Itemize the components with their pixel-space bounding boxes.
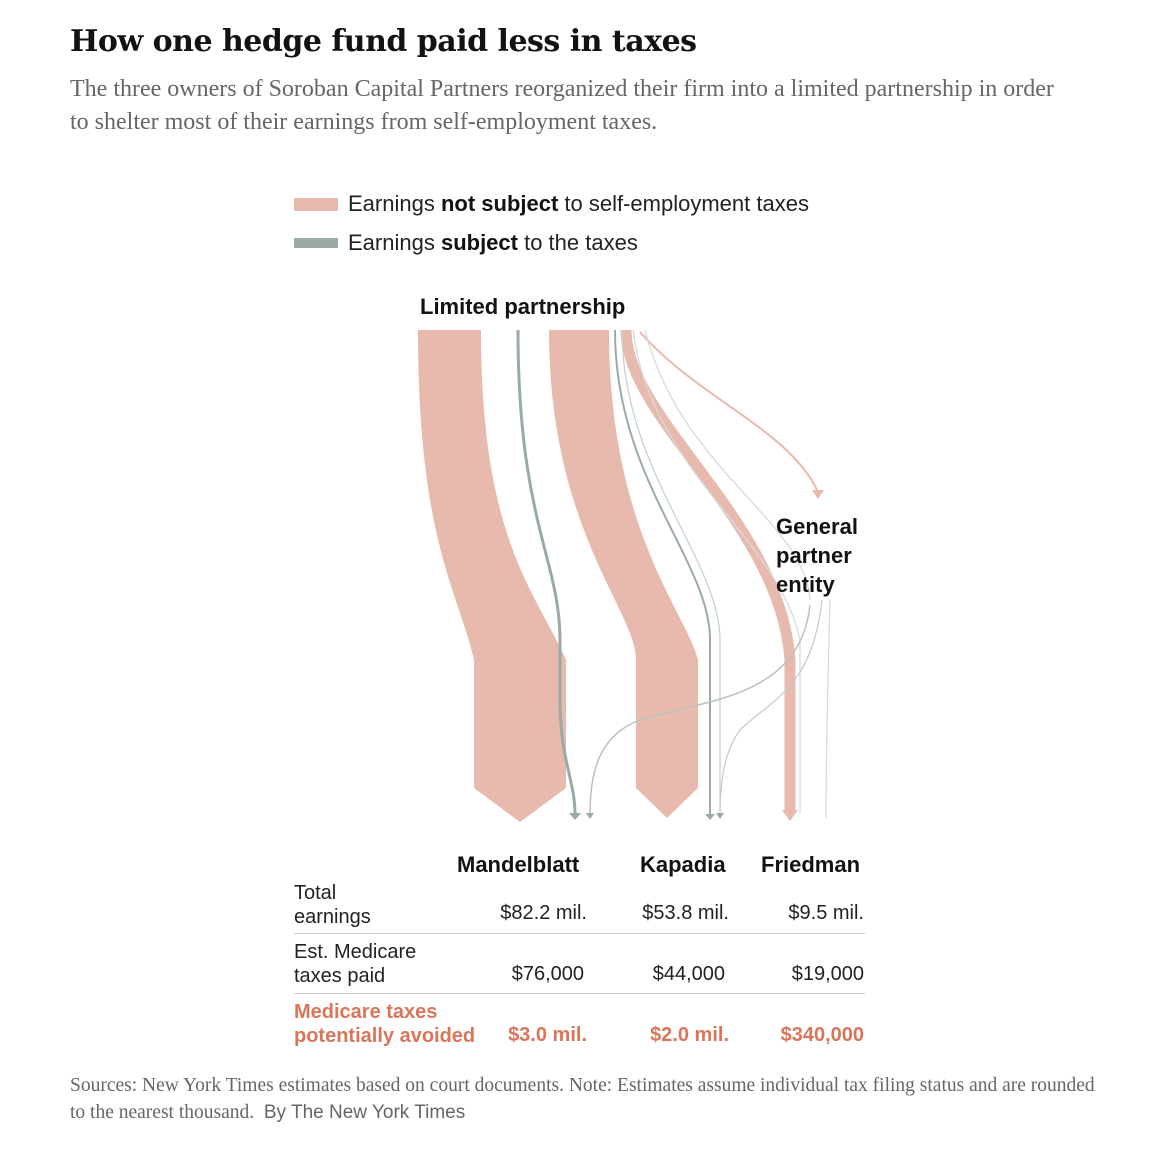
cell-friedman-total: $9.5 mil. [788, 902, 864, 924]
cell-kapadia-paid: $44,000 [652, 963, 725, 985]
cell-friedman-avoided: $340,000 [780, 1024, 864, 1046]
legend-subject: Earnings subject to the taxes [294, 230, 638, 256]
gp-to-kapadia-line [719, 599, 823, 815]
gp-entity-label-line: General [776, 514, 858, 539]
row-label-total-earnings: Total earnings [294, 881, 371, 929]
cell-mandelblatt-total: $82.2 mil. [500, 902, 587, 924]
source-text: Sources: New York Times estimates based … [70, 1075, 1095, 1123]
row-label-line: Total [294, 882, 337, 904]
row-label-line: Medicare taxes [294, 1001, 438, 1023]
gp-to-friedman-line [825, 599, 831, 819]
credit-text: By The New York Times [263, 1102, 466, 1123]
column-header-friedman: Friedman [761, 852, 861, 877]
limited-partnership-label: Limited partnership [420, 294, 626, 319]
source-note: Sources: New York Times estimates based … [70, 1072, 1110, 1126]
chart-subtitle: The three owners of Soroban Capital Part… [70, 76, 1054, 135]
cell-mandelblatt-paid: $76,000 [511, 963, 584, 985]
legend-not-subject: Earnings not subject to self-employment … [294, 191, 809, 217]
cell-kapadia-avoided: $2.0 mil. [650, 1024, 729, 1046]
table-divider [294, 933, 865, 934]
gp-to-kapadia-arrowhead [716, 813, 724, 819]
legend-swatch-not-subject [294, 197, 338, 211]
row-label-line: Est. Medicare [294, 941, 417, 963]
legend-suffix: to the taxes [517, 230, 638, 255]
column-header-kapadia: Kapadia [640, 852, 726, 877]
mandelblatt-exempt-flow [418, 330, 566, 822]
gp-entity-label-line: entity [776, 572, 835, 597]
lp-light-line-3 [644, 329, 811, 601]
friedman-arrowhead [782, 810, 798, 821]
kapadia-taxed-flow [614, 329, 711, 814]
table-divider [294, 993, 865, 994]
row-label-medicare-avoided: Medicare taxes potentially avoided [294, 1000, 475, 1048]
kapadia-taxed-arrowhead [705, 814, 715, 820]
cell-kapadia-total: $53.8 mil. [642, 902, 729, 924]
mandelblatt-taxed-arrowhead [569, 813, 581, 820]
friedman-exempt-flow [620, 329, 796, 814]
gp-entity-label: General partner entity [776, 512, 858, 599]
cell-friedman-paid: $19,000 [791, 963, 864, 985]
legend-prefix: Earnings [348, 191, 441, 216]
mandelblatt-taxed-flow [516, 329, 577, 815]
legend-prefix: Earnings [348, 230, 441, 255]
lp-light-line-2 [632, 329, 801, 814]
kapadia-exempt-flow [549, 330, 698, 818]
chart-title: How one hedge fund paid less in taxes [70, 24, 697, 59]
row-label-line: potentially avoided [294, 1025, 476, 1047]
legend-bold: subject [440, 230, 518, 255]
gp-entity-label-line: partner [776, 543, 852, 568]
legend-suffix: to self-employment taxes [558, 191, 809, 216]
gp-entity-arrowhead [812, 490, 824, 499]
gp-to-mandelblatt-arrowhead [586, 813, 594, 819]
legend-swatch-subject [294, 238, 338, 248]
gp-entity-flow [639, 331, 819, 493]
legend-bold: not subject [440, 191, 559, 216]
row-label-line: earnings [294, 906, 371, 928]
gp-to-mandelblatt-line [589, 604, 811, 815]
lp-light-line-1 [621, 329, 721, 814]
cell-mandelblatt-avoided: $3.0 mil. [508, 1024, 587, 1046]
row-label-medicare-paid: Est. Medicare taxes paid [294, 940, 416, 988]
row-label-line: taxes paid [294, 965, 386, 987]
column-header-mandelblatt: Mandelblatt [457, 852, 580, 877]
